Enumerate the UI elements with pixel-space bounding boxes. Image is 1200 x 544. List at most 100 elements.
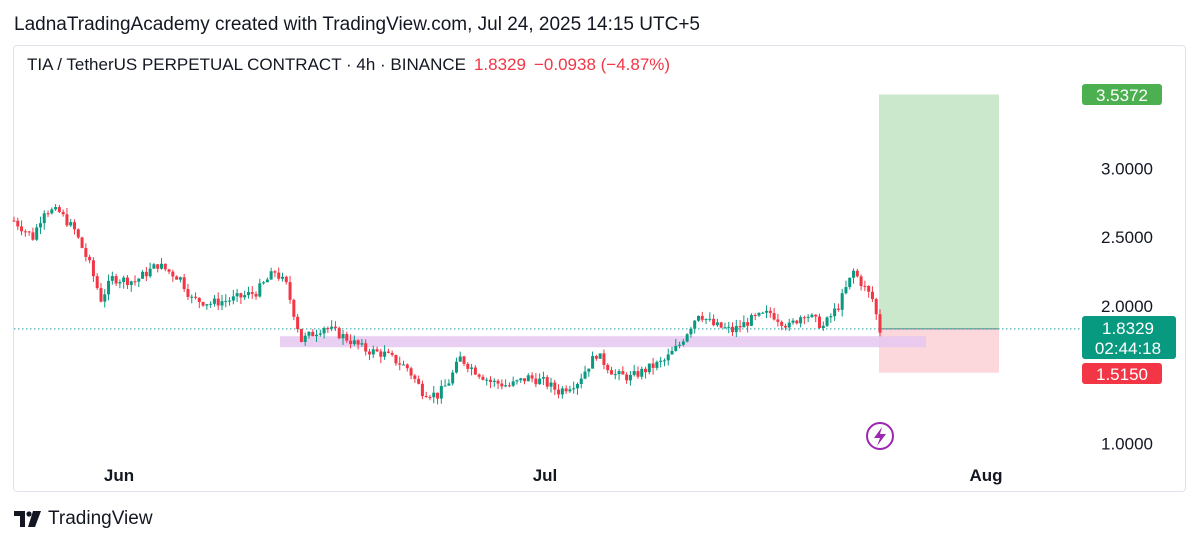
candle[interactable] [674, 345, 678, 351]
candle[interactable] [466, 363, 470, 369]
candle[interactable] [16, 220, 20, 227]
candle[interactable] [125, 277, 129, 286]
candle[interactable] [753, 315, 757, 317]
candle[interactable] [659, 360, 663, 362]
candle[interactable] [587, 368, 591, 372]
candle[interactable] [806, 316, 810, 318]
candle[interactable] [420, 383, 424, 397]
candle[interactable] [322, 328, 326, 334]
candle[interactable] [519, 378, 523, 381]
candle[interactable] [402, 364, 406, 366]
candle[interactable] [553, 382, 557, 390]
candle[interactable] [159, 263, 163, 269]
candle[interactable] [526, 375, 530, 382]
candle[interactable] [337, 328, 341, 339]
candle[interactable] [54, 207, 58, 210]
candle[interactable] [432, 392, 436, 398]
candle[interactable] [443, 385, 447, 387]
candle[interactable] [65, 214, 69, 226]
candle[interactable] [481, 376, 485, 380]
candle[interactable] [356, 340, 360, 345]
candle[interactable] [606, 364, 610, 371]
candle[interactable] [462, 356, 466, 364]
candle[interactable] [500, 383, 504, 387]
candle[interactable] [625, 374, 629, 381]
candle[interactable] [488, 379, 492, 382]
candle[interactable] [307, 331, 311, 336]
candle[interactable] [118, 282, 122, 284]
candle[interactable] [545, 377, 549, 387]
candle[interactable] [23, 231, 27, 233]
candle[interactable] [201, 302, 205, 306]
candle[interactable] [364, 343, 368, 352]
candle[interactable] [383, 351, 387, 357]
candle[interactable] [681, 341, 685, 345]
candle[interactable] [700, 315, 704, 320]
candle[interactable] [190, 296, 194, 298]
candle[interactable] [685, 334, 689, 342]
candle[interactable] [662, 360, 666, 362]
candle[interactable] [288, 282, 292, 300]
candle[interactable] [69, 222, 73, 226]
candle[interactable] [833, 308, 837, 317]
candle[interactable] [103, 294, 107, 302]
candle[interactable] [20, 226, 24, 232]
candle[interactable] [345, 334, 349, 341]
candle[interactable] [61, 211, 65, 215]
candle[interactable] [38, 223, 42, 228]
candle[interactable] [836, 308, 840, 310]
candle[interactable] [613, 374, 617, 376]
candle[interactable] [610, 370, 614, 375]
candle[interactable] [122, 277, 126, 283]
candle[interactable] [719, 322, 723, 328]
candle[interactable] [727, 326, 731, 328]
candle[interactable] [107, 280, 111, 295]
candle[interactable] [367, 351, 371, 355]
candle[interactable] [507, 385, 511, 387]
candle[interactable] [254, 293, 258, 297]
candle[interactable] [424, 396, 428, 398]
candle[interactable] [817, 316, 821, 328]
candle[interactable] [265, 279, 269, 283]
candle[interactable] [57, 207, 61, 212]
candle[interactable] [454, 361, 458, 373]
candle[interactable] [636, 371, 640, 377]
candle[interactable] [413, 375, 417, 379]
take-profit-zone[interactable] [879, 94, 999, 329]
candle[interactable] [447, 383, 451, 386]
candle[interactable] [541, 377, 545, 379]
candle[interactable] [787, 322, 791, 328]
candle[interactable] [212, 298, 216, 304]
candle[interactable] [197, 297, 201, 303]
candle[interactable] [473, 367, 477, 375]
candle[interactable] [515, 380, 519, 382]
candle[interactable] [802, 317, 806, 319]
stop-loss-zone[interactable] [879, 328, 999, 373]
candle[interactable] [436, 392, 440, 399]
candle[interactable] [303, 335, 307, 342]
candle[interactable] [27, 231, 31, 233]
candle[interactable] [269, 271, 273, 280]
candle[interactable] [12, 220, 16, 222]
candle[interactable] [31, 232, 35, 240]
candle[interactable] [870, 291, 874, 300]
candle[interactable] [731, 326, 735, 333]
candle[interactable] [333, 326, 337, 329]
candle[interactable] [148, 268, 152, 277]
candle[interactable] [878, 314, 882, 333]
candle[interactable] [371, 349, 375, 355]
candle[interactable] [352, 340, 356, 345]
candle[interactable] [867, 286, 871, 292]
candle[interactable] [602, 353, 606, 365]
candle[interactable] [678, 344, 682, 346]
candle[interactable] [171, 271, 175, 277]
candle[interactable] [110, 276, 114, 281]
candle[interactable] [152, 264, 156, 269]
candle[interactable] [742, 322, 746, 328]
candle[interactable] [768, 310, 772, 314]
candle[interactable] [485, 379, 489, 381]
candle[interactable] [386, 351, 390, 353]
candle[interactable] [398, 363, 402, 365]
candle[interactable] [874, 299, 878, 315]
